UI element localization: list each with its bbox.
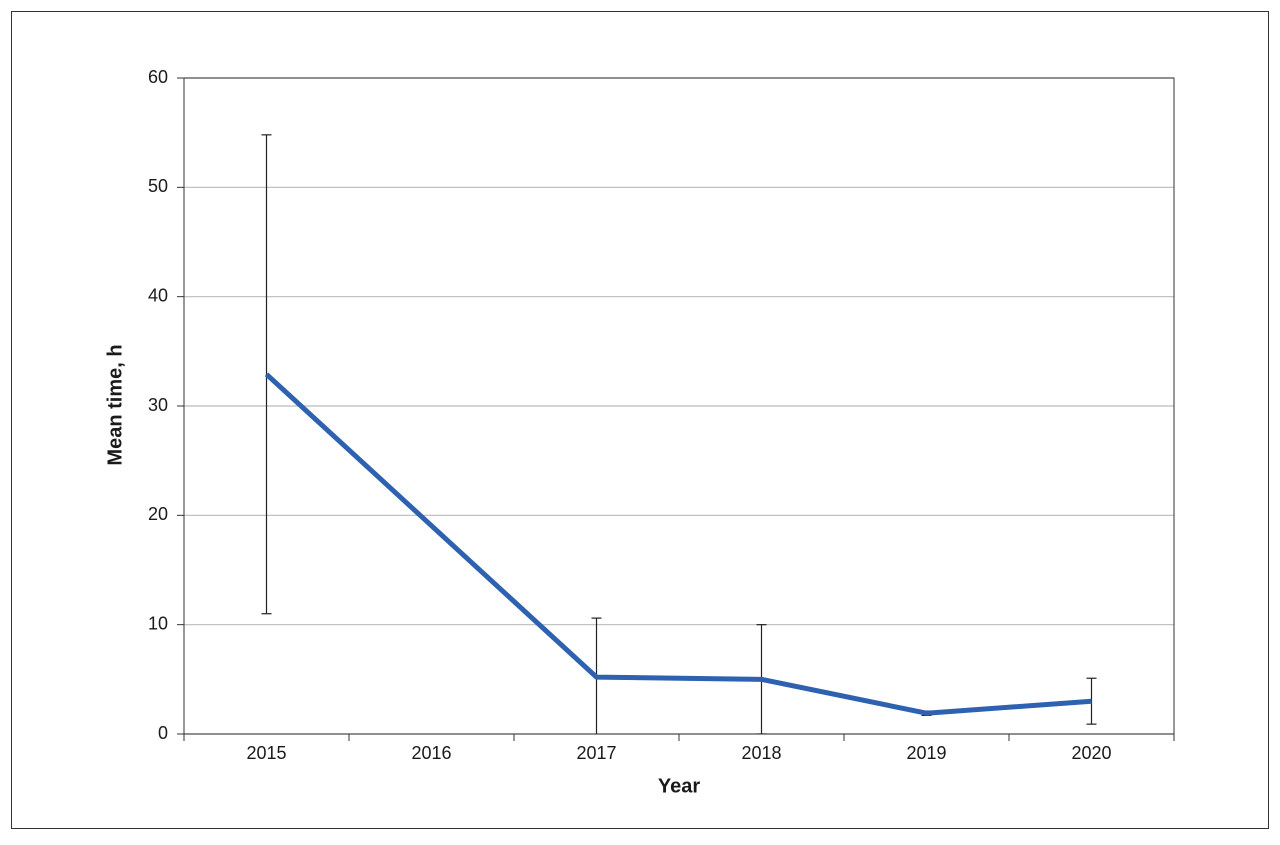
x-tick-label: 2015 [246, 743, 286, 763]
y-tick-label: 60 [148, 67, 168, 87]
x-tick-label: 2020 [1071, 743, 1111, 763]
x-tick-label: 2018 [741, 743, 781, 763]
y-tick-label: 20 [148, 504, 168, 524]
frame [11, 11, 1269, 829]
y-axis-title: Mean time, h [104, 344, 126, 465]
data-line [264, 372, 1092, 716]
error-bar [1086, 677, 1097, 725]
x-tick-label: 2017 [576, 743, 616, 763]
y-tick-label: 30 [148, 395, 168, 415]
y-tick-label: 0 [158, 723, 168, 743]
y-tick-label: 40 [148, 285, 168, 305]
y-tick-label: 50 [148, 176, 168, 196]
x-axis-title: Year [658, 775, 700, 797]
x-tick-label: 2016 [411, 743, 451, 763]
x-tick-label: 2019 [906, 743, 946, 763]
y-tick-label: 10 [148, 613, 168, 633]
